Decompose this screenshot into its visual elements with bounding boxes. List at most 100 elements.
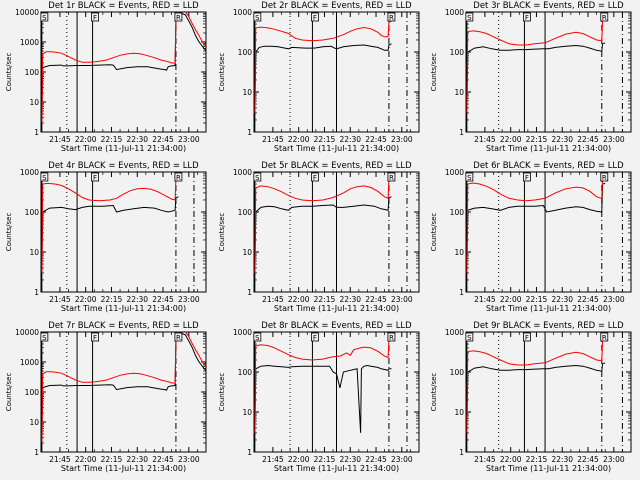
series-line-lld	[254, 176, 392, 273]
series-line-lld	[466, 176, 606, 273]
x-tick-label: 22:15	[314, 135, 336, 144]
x-tick-label: 23:00	[603, 295, 625, 304]
panel-title: Det 9r BLACK = Events, RED = LLD	[473, 321, 624, 331]
y-tick-label: 100	[450, 48, 465, 57]
y-axis-label: Counts/sec	[218, 373, 226, 412]
panel-title: Det 2r BLACK = Events, RED = LLD	[261, 1, 412, 11]
x-tick-label: 21:45	[262, 295, 284, 304]
x-tick-label: 22:45	[152, 135, 174, 144]
y-tick-label: 1	[247, 128, 252, 137]
x-tick-label: 23:00	[603, 455, 625, 464]
series-line-events	[254, 43, 392, 113]
marker-box	[174, 332, 183, 342]
marker-label: F	[93, 14, 97, 22]
x-tick-label: 22:15	[101, 455, 123, 464]
y-tick-label: 1000	[233, 328, 252, 337]
panel-title: Det 3r BLACK = Events, RED = LLD	[473, 1, 624, 11]
x-tick-label: 21:45	[49, 455, 71, 464]
y-tick-label: 1	[459, 128, 464, 137]
marker-label: S	[467, 14, 472, 22]
y-tick-label: 1	[459, 288, 464, 297]
series-line-events	[41, 332, 206, 444]
x-tick-label: 22:45	[152, 295, 174, 304]
x-tick-label: 22:30	[339, 295, 361, 304]
marker-S: S	[40, 332, 49, 342]
x-tick-label: 22:45	[577, 295, 599, 304]
x-tick-label: 22:00	[75, 135, 97, 144]
marker-box	[387, 12, 396, 22]
marker-label: R	[602, 174, 607, 182]
y-tick-label: 1000	[233, 8, 252, 17]
y-tick-label: 1000	[20, 38, 39, 47]
marker-F: F	[523, 172, 531, 182]
marker-S: S	[465, 172, 474, 182]
panel-det-4: Det 4r BLACK = Events, RED = LLD 1 10 100 10…	[5, 161, 207, 313]
marker-label: S	[467, 334, 472, 342]
panel-det-1: Det 1r BLACK = Events, RED = LLD 1 10 100 10…	[5, 1, 207, 153]
marker-box	[174, 12, 183, 22]
marker-R: R	[387, 12, 396, 22]
series-line-lld	[254, 20, 392, 113]
marker-label: S	[42, 14, 47, 22]
panel-det-8: Det 8r BLACK = Events, RED = LLD 1 10 100 10…	[218, 321, 420, 473]
x-tick-label: 21:45	[262, 135, 284, 144]
y-tick-label: 10	[29, 418, 39, 427]
series-line-lld	[41, 176, 179, 273]
x-tick-label: 22:30	[551, 455, 573, 464]
plot-frame	[465, 331, 632, 453]
x-tick-label: 22:30	[339, 135, 361, 144]
marker-label: S	[42, 174, 47, 182]
marker-box	[523, 12, 531, 22]
x-tick-label: 21:45	[262, 455, 284, 464]
panel-det-3: Det 3r BLACK = Events, RED = LLD 1 10 100 10…	[430, 1, 632, 153]
x-axis-label: Start Time (11-Jul-11 21:34:00)	[274, 304, 399, 313]
x-tick-label: 23:00	[178, 135, 200, 144]
marker-label: S	[255, 174, 260, 182]
y-tick-label: 1000	[445, 8, 464, 17]
x-tick-label: 22:00	[288, 135, 310, 144]
panel-title: Det 4r BLACK = Events, RED = LLD	[48, 161, 199, 171]
panel-det-2: Det 2r BLACK = Events, RED = LLD 1 10 100 10…	[218, 1, 420, 153]
marker-label: F	[93, 174, 97, 182]
marker-S: S	[465, 12, 474, 22]
x-axis-label: Start Time (11-Jul-11 21:34:00)	[61, 464, 186, 473]
marker-box	[523, 332, 531, 342]
y-tick-label: 100	[25, 208, 40, 217]
marker-label: F	[525, 174, 529, 182]
x-tick-label: 22:00	[500, 455, 522, 464]
x-tick-label: 22:45	[365, 135, 387, 144]
y-tick-label: 10	[29, 248, 39, 257]
marker-label: S	[467, 174, 472, 182]
marker-label: F	[313, 14, 317, 22]
panel-det-5: Det 5r BLACK = Events, RED = LLD 1 10 100 10…	[218, 161, 420, 313]
x-tick-label: 22:45	[152, 455, 174, 464]
y-axis-label: Counts/sec	[5, 373, 13, 412]
y-axis-label: Counts/sec	[5, 53, 13, 92]
x-tick-label: 22:30	[126, 295, 148, 304]
marker-label: R	[602, 14, 607, 22]
plot-frame	[40, 171, 207, 293]
y-tick-label: 1000	[445, 328, 464, 337]
marker-F: F	[91, 332, 99, 342]
x-tick-label: 22:00	[288, 455, 310, 464]
series-line-events	[254, 196, 392, 273]
x-tick-label: 22:15	[526, 455, 548, 464]
marker-box	[253, 332, 262, 342]
marker-box	[40, 332, 49, 342]
x-tick-label: 21:45	[474, 135, 496, 144]
panel-det-6: Det 6r BLACK = Events, RED = LLD 1 10 100 10…	[430, 161, 632, 313]
y-tick-label: 10000	[15, 328, 39, 337]
x-tick-label: 22:30	[551, 135, 573, 144]
marker-box	[465, 332, 474, 342]
y-tick-label: 100	[238, 368, 253, 377]
y-axis-label: Counts/sec	[430, 53, 438, 92]
marker-box	[311, 12, 319, 22]
x-tick-label: 23:00	[603, 135, 625, 144]
y-tick-label: 1	[34, 288, 39, 297]
marker-label: F	[525, 334, 529, 342]
y-tick-label: 100	[25, 68, 40, 77]
x-tick-label: 21:45	[474, 455, 496, 464]
marker-R: R	[387, 172, 396, 182]
x-axis-label: Start Time (11-Jul-11 21:34:00)	[486, 464, 611, 473]
